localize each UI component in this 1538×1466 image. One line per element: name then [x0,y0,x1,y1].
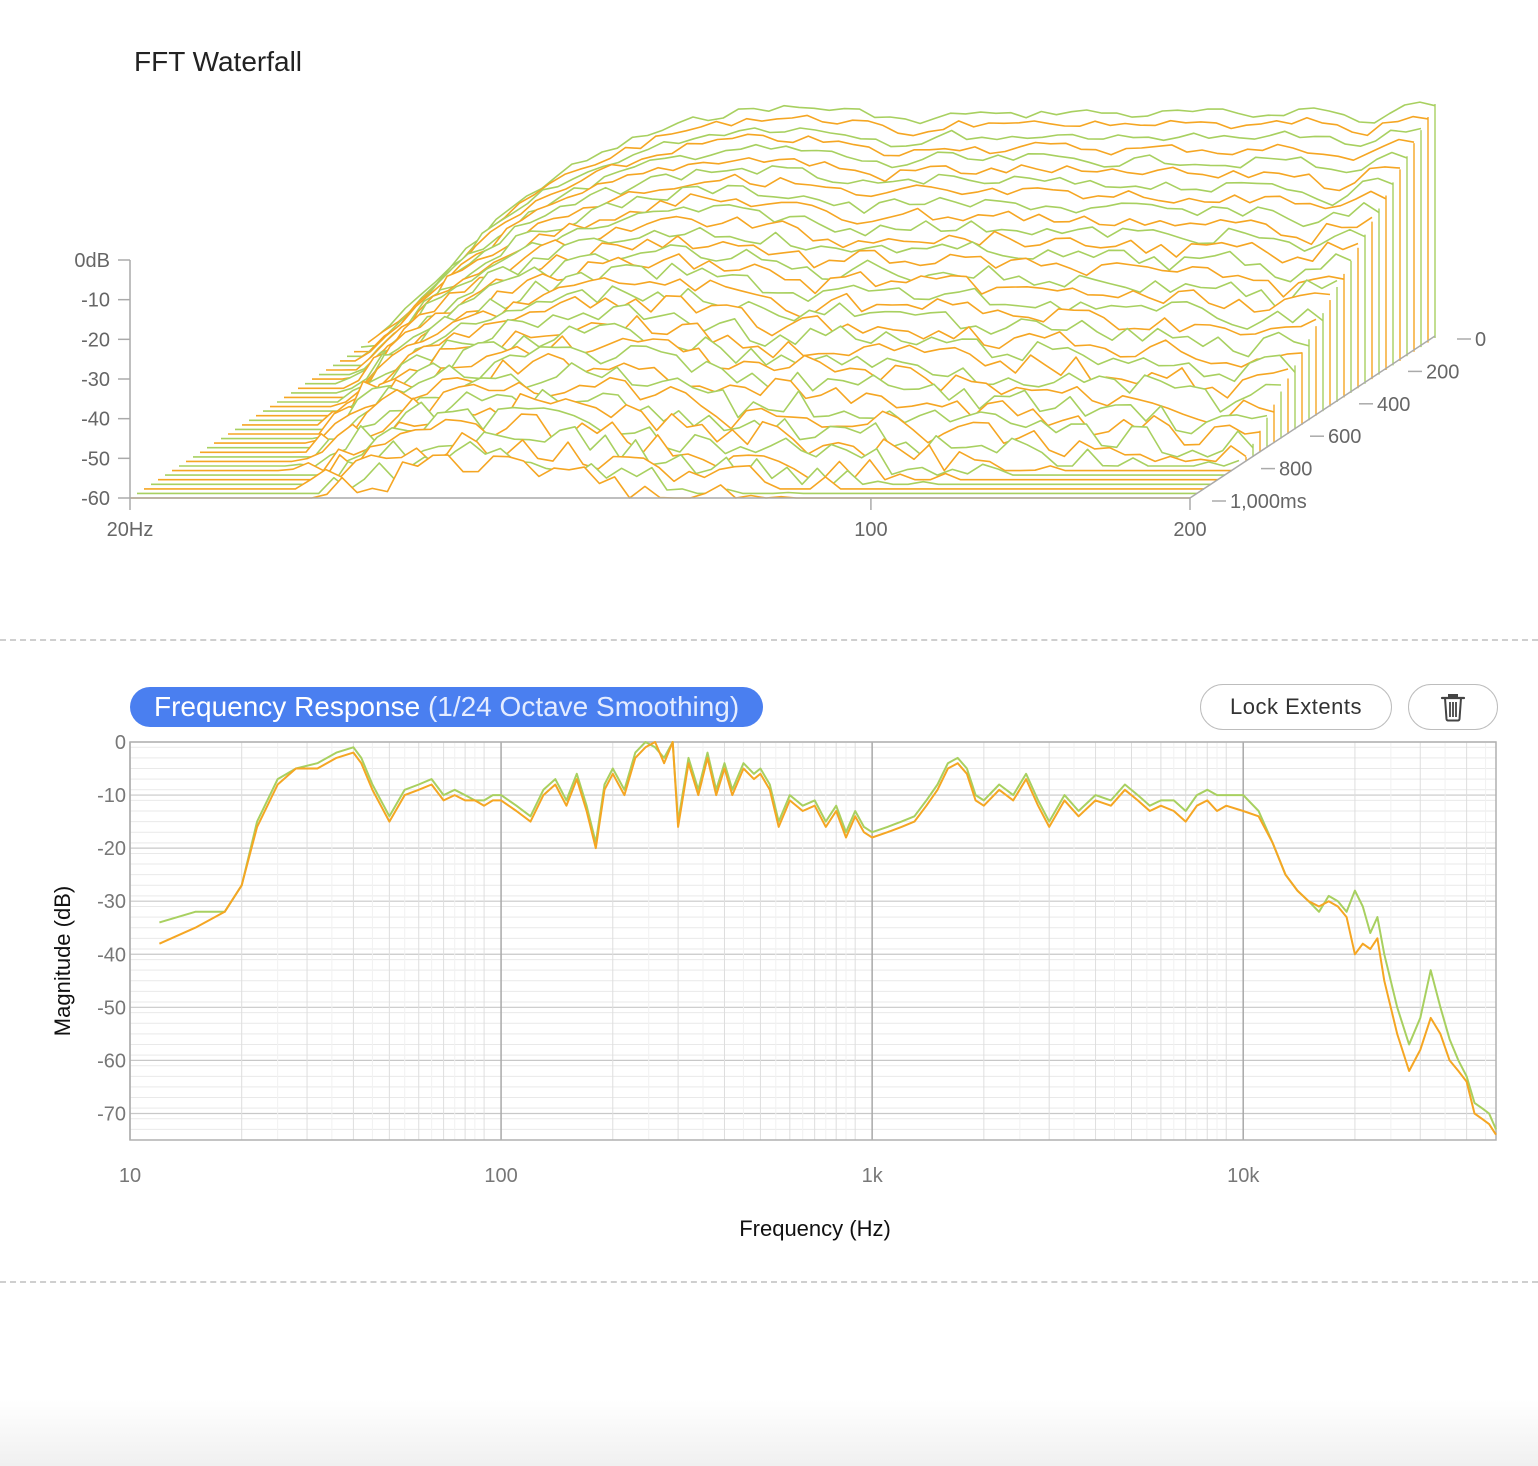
fr-x-tick-label: 100 [484,1165,517,1187]
fr-y-tick-label: -50 [97,997,126,1019]
fr-series [158,741,1497,1136]
waterfall-y-tick-label: -60 [81,488,110,510]
bottom-edge [0,1400,1538,1466]
waterfall-slice [207,345,1268,449]
waterfall-slice [340,157,1401,362]
waterfall-slice-mask [130,455,1190,498]
waterfall-slice [312,193,1373,380]
waterfall-y-tick-label: -20 [81,329,110,351]
waterfall-x-tick-label: 200 [1173,519,1206,541]
waterfall-y-tick-label: -10 [81,290,110,312]
fr-x-tick-label: 10 [119,1165,141,1187]
waterfall-z-tick-label: 800 [1279,459,1312,481]
waterfall-y-tick-label: -30 [81,369,110,391]
waterfall-slice [326,173,1387,371]
fr-series-line [158,741,1497,1136]
frequency-response-title-main: Frequency Response [154,691,421,722]
waterfall-slice [200,352,1261,454]
fr-y-tick-label: -10 [97,785,126,807]
fr-y-tick-label: -70 [97,1103,126,1125]
delete-button[interactable] [1408,684,1498,730]
waterfall-z-tick-label: 1,000ms [1230,491,1307,513]
waterfall-title: FFT Waterfall [134,46,303,77]
waterfall-slice [193,362,1254,458]
fr-x-tick-label: 10k [1227,1165,1260,1187]
waterfall-slice [144,432,1204,490]
waterfall-slice [298,215,1359,390]
fr-y-tick-label: 0 [115,732,126,754]
waterfall-slice [347,143,1408,358]
frequency-response-chart: 0 -10 -20 -30 -40 -50 -60 -70 10 100 1k 10k Frequenc… [50,732,1497,1241]
fr-y-axis-label: Magnitude (dB) [50,886,75,1036]
waterfall-slice [333,165,1394,367]
fr-y-tick-label: -40 [97,944,126,966]
frequency-response-title-sub: (1/24 Octave Smoothing) [427,691,740,722]
section-divider [0,639,1538,641]
waterfall-y-tick-label: -50 [81,448,110,470]
waterfall-slice [353,133,1415,353]
trash-icon [1440,694,1466,722]
lock-extents-button[interactable]: Lock Extents [1200,684,1392,730]
waterfall-slice [172,393,1232,472]
waterfall-slices [130,101,1436,499]
waterfall-slice [277,244,1338,403]
fr-plot-frame [129,741,1497,1141]
waterfall-slice [291,226,1352,394]
frequency-response-title: Frequency Response (1/24 Octave Smoothin… [130,687,764,727]
waterfall-z-tick-label: 0 [1475,329,1486,351]
fr-x-axis-label: Frequency (Hz) [739,1216,891,1241]
waterfall-axes: 0dB -10 -20 -30 -40 -50 -60 20Hz 100 200 0 200 400 60… [74,250,1486,541]
waterfall-slice [158,413,1218,481]
waterfall-y-tick-label: -40 [81,409,110,431]
waterfall-y-tick-label: 0dB [74,250,110,272]
waterfall-slice [367,114,1429,344]
waterfall-slice [256,277,1317,417]
waterfall-slice [263,262,1324,412]
section-divider-bottom [0,1281,1538,1283]
waterfall-slice [360,127,1422,348]
waterfall-z-tick-label: 600 [1328,426,1361,448]
waterfall-slice [242,295,1303,426]
waterfall-x-tick-label: 20Hz [107,519,154,541]
waterfall-slice [137,441,1197,495]
fr-x-tick-label: 1k [862,1165,884,1187]
fr-y-tick-label: -30 [97,891,126,913]
waterfall-slice [319,184,1380,376]
waterfall-z-axis [1189,335,1436,499]
waterfall-slice [305,204,1366,385]
waterfall-slice [374,101,1436,339]
waterfall-chart: 0dB -10 -20 -30 -40 -50 -60 20Hz 100 200 0 200 400 60… [74,101,1486,541]
waterfall-x-tick-label: 100 [854,519,887,541]
waterfall-z-tick-label: 400 [1377,394,1410,416]
waterfall-z-tick-label: 200 [1426,361,1459,383]
fr-y-tick-label: -20 [97,838,126,860]
fr-axes: 0 -10 -20 -30 -40 -50 -60 -70 10 100 1k 10k Frequenc… [50,732,1260,1241]
waterfall-slice [235,303,1296,431]
waterfall-slice [179,388,1240,467]
fr-y-tick-label: -60 [97,1050,126,1072]
